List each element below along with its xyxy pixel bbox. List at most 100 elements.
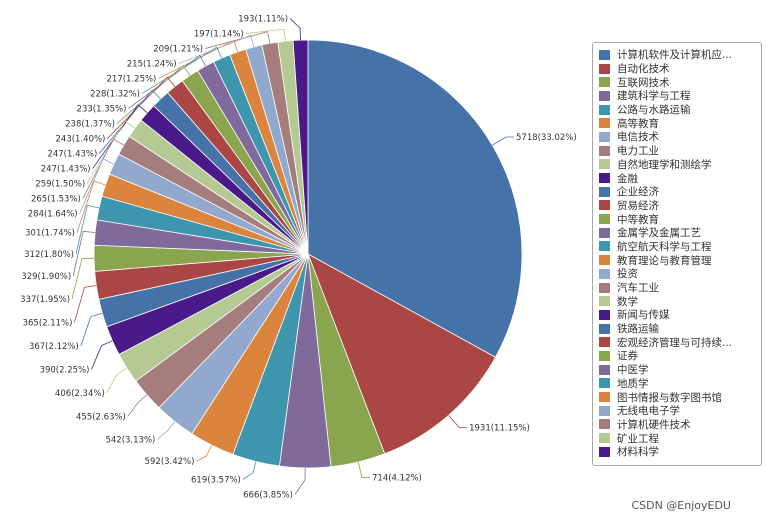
legend-item[interactable]: 自动化技术 — [599, 62, 761, 76]
leader-line — [245, 28, 286, 42]
leader-line — [80, 312, 103, 347]
leader-line — [75, 204, 100, 255]
legend-label: 材料科学 — [617, 446, 659, 459]
leader-line — [99, 89, 161, 154]
legend-item[interactable]: 证券 — [599, 349, 761, 363]
leader-line — [127, 394, 148, 417]
legend-label: 计算机软件及计算机应... — [617, 49, 733, 62]
data-label: 337(1.95%) — [20, 295, 70, 305]
legend-item[interactable]: 电信技术 — [599, 130, 761, 144]
legend-label: 互联网技术 — [617, 76, 670, 89]
legend-swatch — [599, 200, 610, 211]
data-label: 247(1.43%) — [47, 150, 97, 160]
leader-line — [128, 54, 206, 109]
legend-item[interactable]: 电力工业 — [599, 144, 761, 158]
legend-item[interactable]: 企业经济 — [599, 185, 761, 199]
legend-label: 教育理论与教育管理 — [617, 254, 712, 267]
legend-swatch — [599, 323, 610, 334]
legend-item[interactable]: 地质学 — [599, 377, 761, 391]
legend-swatch — [599, 90, 610, 101]
legend-item[interactable]: 计算机软件及计算机应... — [599, 48, 761, 62]
data-label: 209(1.21%) — [153, 45, 203, 55]
legend-item[interactable]: 自然地理学和测绘学 — [599, 158, 761, 172]
legend-item[interactable]: 投资 — [599, 267, 761, 281]
legend-swatch — [599, 63, 610, 74]
legend-label: 铁路运输 — [617, 323, 659, 336]
legend-item[interactable]: 中等教育 — [599, 212, 761, 226]
legend-item[interactable]: 建筑科学与工程 — [599, 89, 761, 103]
legend-label: 贸易经济 — [617, 199, 659, 212]
legend-label: 金属学及金属工艺 — [617, 227, 701, 240]
legend-item[interactable]: 材料科学 — [599, 445, 761, 459]
legend-swatch — [599, 173, 610, 184]
legend-label: 建筑科学与工程 — [617, 90, 691, 103]
legend-item[interactable]: 金属学及金属工艺 — [599, 226, 761, 240]
data-labels: 5718(33.02%) 1931(11.15%) 714(4.12%) 193(1.… — [20, 15, 577, 501]
legend-item[interactable]: 金融 — [599, 171, 761, 185]
leader-line — [106, 367, 128, 394]
pie-slices — [93, 39, 523, 469]
leader-line — [107, 76, 176, 139]
legend-item[interactable]: 矿业工程 — [599, 431, 761, 445]
legend-swatch — [599, 282, 610, 293]
legend-item[interactable]: 图书情报与数字图书馆 — [599, 390, 761, 404]
leader-lines — [71, 18, 515, 495]
legend-item[interactable]: 高等教育 — [599, 116, 761, 130]
legend-label: 数学 — [617, 295, 638, 308]
legend-item[interactable]: 新闻与传媒 — [599, 308, 761, 322]
legend-item[interactable]: 航空航天科学与工程 — [599, 240, 761, 254]
leader-line — [116, 64, 191, 124]
legend-label: 自动化技术 — [617, 63, 670, 76]
leader-line — [79, 158, 115, 214]
pie-chart: 5718(33.02%) 1931(11.15%) 714(4.12%) 193(1.… — [20, 15, 577, 501]
legend-item[interactable]: 数学 — [599, 294, 761, 308]
data-label: 592(3.42%) — [145, 457, 195, 467]
leader-line — [289, 18, 301, 41]
legend-label: 电信技术 — [617, 131, 659, 144]
legend-label: 证券 — [617, 350, 638, 363]
leader-line — [82, 138, 124, 199]
leader-line — [357, 461, 371, 478]
legend-label: 图书情报与数字图书馆 — [617, 391, 722, 404]
data-label: 390(2.25%) — [40, 366, 90, 376]
legend-label: 地质学 — [617, 377, 649, 390]
data-label: 265(1.53%) — [31, 195, 81, 205]
legend-item[interactable]: 铁路运输 — [599, 322, 761, 336]
legend-item[interactable]: 公路与水路运输 — [599, 103, 761, 117]
leader-line — [76, 180, 106, 233]
data-label: 259(1.50%) — [35, 180, 85, 190]
legend-item[interactable]: 互联网技术 — [599, 75, 761, 89]
data-label: 542(3.13%) — [105, 435, 155, 445]
legend-label: 高等教育 — [617, 117, 659, 130]
data-label: 193(1.11%) — [238, 15, 288, 25]
legend-swatch — [599, 433, 610, 444]
legend-swatch — [599, 159, 610, 170]
legend-swatch — [599, 296, 610, 307]
data-label: 666(3.85%) — [243, 490, 293, 500]
leader-line — [72, 230, 96, 277]
legend-label: 自然地理学和测绘学 — [617, 158, 712, 171]
legend-item[interactable]: 教育理论与教育管理 — [599, 253, 761, 267]
legend-item[interactable]: 无线电电子学 — [599, 404, 761, 418]
data-label: 455(2.63%) — [76, 412, 126, 422]
data-label: 1931(11.15%) — [469, 423, 530, 433]
legend-item[interactable]: 计算机硬件技术 — [599, 418, 761, 432]
data-label: 228(1.32%) — [90, 90, 140, 100]
legend-label: 无线电电子学 — [617, 405, 680, 418]
leader-line — [86, 120, 136, 184]
legend-item[interactable]: 宏观经济管理与可持续... — [599, 335, 761, 349]
data-label: 329(1.90%) — [21, 272, 71, 282]
data-label: 247(1.43%) — [41, 165, 91, 175]
legend-swatch — [599, 214, 610, 225]
data-label: 238(1.37%) — [65, 120, 115, 130]
legend-swatch — [599, 49, 610, 60]
legend-item[interactable]: 汽车工业 — [599, 281, 761, 295]
legend-item[interactable]: 中医学 — [599, 363, 761, 377]
legend-item[interactable]: 贸易经济 — [599, 199, 761, 213]
legend-swatch — [599, 255, 610, 266]
legend: 计算机软件及计算机应... 自动化技术 互联网技术 建筑科学与工程 公路与水路运输 高等教… — [592, 42, 762, 466]
data-label: 233(1.35%) — [77, 105, 127, 115]
leader-line — [92, 104, 148, 169]
legend-swatch — [599, 364, 610, 375]
leader-line — [178, 34, 255, 64]
